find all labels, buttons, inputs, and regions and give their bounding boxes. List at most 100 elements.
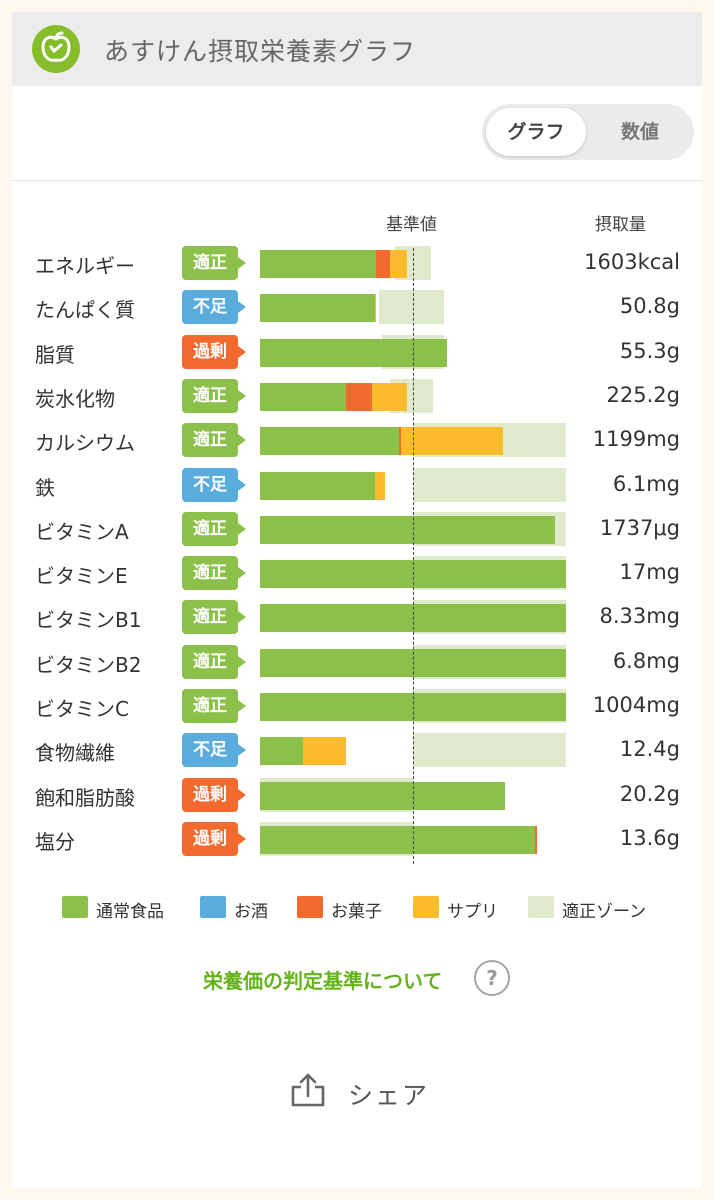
legend-swatch	[528, 896, 554, 918]
nutrient-row: ビタミンE 適正 17mg	[12, 552, 702, 596]
legend-label: サプリ	[447, 902, 498, 922]
food-segment	[260, 294, 375, 323]
food-segment	[260, 250, 377, 278]
nutrient-row: 食物繊維 不足 12.4g	[12, 729, 702, 773]
status-badge: 不足	[182, 467, 246, 502]
intake-value: 50.8g	[619, 294, 680, 319]
nutrient-name: 塩分	[35, 829, 75, 854]
status-badge: 適正	[182, 511, 246, 546]
status-badge: 適正	[182, 689, 246, 723]
nutrient-row: 鉄 不足 6.1mg	[12, 464, 702, 508]
intake-value: 17mg	[619, 560, 680, 585]
legend-swatch	[413, 896, 439, 918]
legend-swatch	[200, 896, 226, 918]
food-segment	[260, 471, 375, 500]
nutrient-name: カルシウム	[35, 431, 135, 456]
nutrient-name: ビタミンB1	[35, 608, 142, 633]
status-badge: 過剰	[182, 821, 246, 856]
intake-value: 1199mg	[592, 427, 680, 452]
reference-line	[413, 248, 414, 864]
share-label: シェア	[348, 1081, 430, 1110]
nutrient-name: 脂質	[35, 342, 75, 367]
intake-value: 8.33mg	[599, 604, 680, 629]
legend: 通常食品 お酒 お菓子 サプリ 適正ゾーン	[12, 894, 702, 924]
nutrient-row: 脂質 過剰 55.3g	[12, 331, 702, 375]
food-segment	[260, 781, 505, 810]
snack-segment	[345, 382, 372, 411]
food-segment	[260, 382, 346, 411]
question-circle-icon[interactable]: ?	[474, 960, 510, 996]
nutrient-row: 塩分 過剰 13.6g	[12, 818, 702, 862]
share-upload-icon	[291, 1073, 325, 1107]
status-badge: 不足	[182, 290, 246, 325]
supplement-segment	[390, 250, 407, 278]
status-badge: 適正	[182, 600, 246, 635]
appropriate-zone	[413, 733, 566, 768]
food-segment	[260, 338, 447, 367]
numeric-tab[interactable]: 数値	[620, 121, 659, 143]
graph-tab[interactable]: グラフ	[486, 108, 586, 156]
nutrient-row: ビタミンB2 適正 6.8mg	[12, 641, 702, 685]
nutrient-row: エネルギー 適正 1603kcal	[12, 242, 702, 286]
intake-value: 6.8mg	[612, 648, 680, 673]
status-badge: 過剰	[182, 777, 246, 812]
status-badge: 不足	[182, 733, 246, 768]
food-segment	[260, 515, 556, 544]
header-bar: あすけん摂取栄養素グラフ	[12, 12, 702, 86]
nutrient-name: ビタミンC	[35, 697, 129, 721]
appropriate-zone	[379, 290, 444, 325]
status-badge: 適正	[182, 644, 246, 679]
intake-value: 1603kcal	[584, 250, 680, 274]
app-frame: あすけん摂取栄養素グラフ グラフ 数値 基準値 摂取量 エネルギー 適正 1603k…	[12, 12, 702, 1188]
intake-value: 13.6g	[619, 825, 680, 850]
nutrient-name: 飽和脂肪酸	[35, 785, 135, 810]
intake-value: 1004mg	[592, 693, 680, 717]
intake-column-header: 摂取量	[595, 215, 646, 235]
share-button[interactable]: シェア	[288, 1070, 448, 1114]
snack-segment	[399, 427, 401, 456]
legend-swatch	[62, 896, 88, 918]
intake-value: 225.2g	[606, 382, 680, 407]
snack-segment	[376, 250, 391, 278]
nutrient-name: エネルギー	[35, 254, 135, 278]
nutrient-row: たんぱく質 不足 50.8g	[12, 286, 702, 330]
page-title: あすけん摂取栄養素グラフ	[104, 37, 417, 66]
view-toggle[interactable]: グラフ 数値	[482, 104, 694, 160]
nutrient-row: ビタミンC 適正 1004mg	[12, 685, 702, 729]
supplement-segment	[374, 294, 377, 323]
legend-label: 適正ゾーン	[562, 902, 647, 922]
criteria-link[interactable]: 栄養価の判定基準について	[203, 969, 443, 993]
food-segment	[260, 825, 536, 854]
status-badge: 適正	[182, 378, 246, 413]
nutrient-name: 鉄	[35, 475, 55, 500]
nutrient-name: ビタミンA	[35, 519, 129, 544]
intake-value: 12.4g	[619, 737, 680, 762]
nutrient-name: ビタミンE	[35, 564, 128, 589]
supplement-segment	[371, 382, 407, 411]
nutrient-name: ビタミンB2	[35, 652, 142, 677]
snack-segment	[535, 825, 537, 854]
nutrient-row: 炭水化物 適正 225.2g	[12, 375, 702, 419]
nutrient-row: 飽和脂肪酸 過剰 20.2g	[12, 774, 702, 818]
intake-value: 6.1mg	[612, 471, 680, 496]
legend-label: 通常食品	[96, 902, 164, 922]
nutrient-name: 炭水化物	[35, 386, 115, 411]
food-segment	[260, 427, 400, 456]
apple-logo-icon	[32, 25, 80, 73]
nutrient-name: たんぱく質	[35, 298, 135, 323]
legend-swatch	[297, 896, 323, 918]
intake-value: 55.3g	[619, 338, 680, 363]
status-badge: 適正	[182, 556, 246, 591]
legend-label: お酒	[234, 902, 268, 922]
appropriate-zone	[413, 467, 566, 502]
legend-label: お菓子	[331, 902, 382, 922]
food-segment	[260, 737, 303, 766]
supplement-segment	[400, 427, 504, 456]
status-badge: 適正	[182, 423, 246, 458]
supplement-segment	[374, 471, 386, 500]
nutrient-name: 食物繊維	[35, 741, 115, 766]
nutrient-row: ビタミンA 適正 1737μg	[12, 508, 702, 552]
status-badge: 適正	[182, 246, 246, 280]
nutrient-row: ビタミンB1 適正 8.33mg	[12, 596, 702, 640]
nutrient-row: カルシウム 適正 1199mg	[12, 419, 702, 463]
